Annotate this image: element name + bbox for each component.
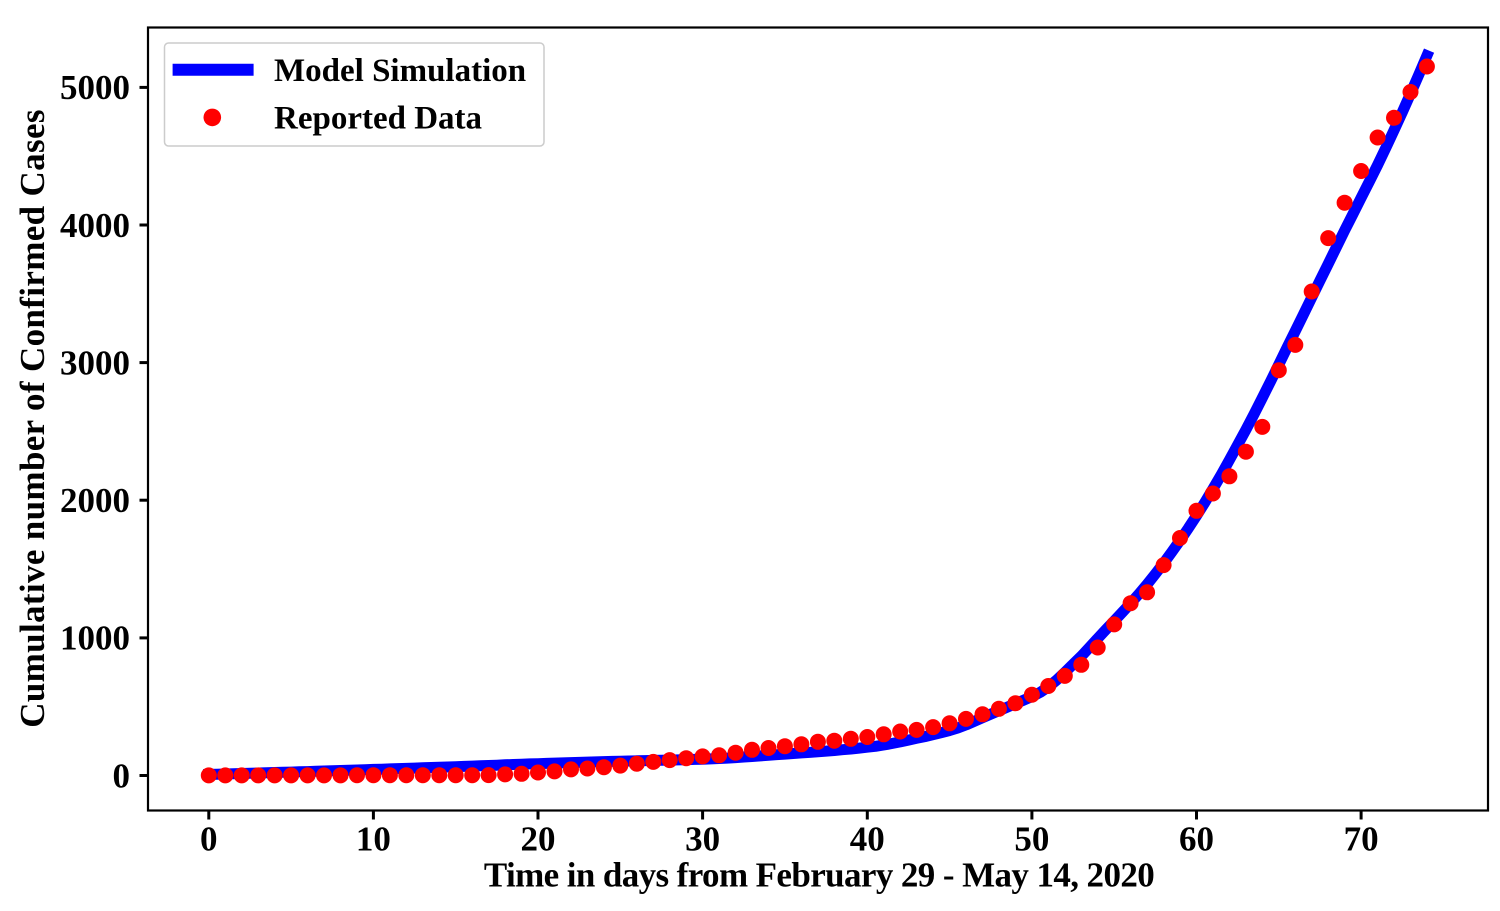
svg-text:30: 30 xyxy=(685,820,720,859)
svg-text:50: 50 xyxy=(1014,820,1049,859)
svg-text:60: 60 xyxy=(1179,820,1214,859)
svg-text:3000: 3000 xyxy=(60,343,130,382)
svg-text:Model Simulation: Model Simulation xyxy=(274,53,526,89)
svg-text:Time in days from February 29: Time in days from February 29 - May 14, … xyxy=(484,856,1154,895)
svg-text:5000: 5000 xyxy=(60,68,130,107)
svg-text:70: 70 xyxy=(1344,820,1379,859)
svg-text:40: 40 xyxy=(850,820,885,859)
svg-text:4000: 4000 xyxy=(60,206,130,245)
svg-text:0: 0 xyxy=(200,820,218,859)
svg-text:10: 10 xyxy=(356,820,391,859)
svg-text:20: 20 xyxy=(521,820,556,859)
svg-text:0: 0 xyxy=(113,756,131,795)
svg-text:1000: 1000 xyxy=(60,619,130,658)
svg-text:2000: 2000 xyxy=(60,481,130,520)
svg-text:Cumulative number of Confirmed: Cumulative number of Confirmed Cases xyxy=(13,109,52,728)
svg-text:Reported Data: Reported Data xyxy=(274,100,482,136)
